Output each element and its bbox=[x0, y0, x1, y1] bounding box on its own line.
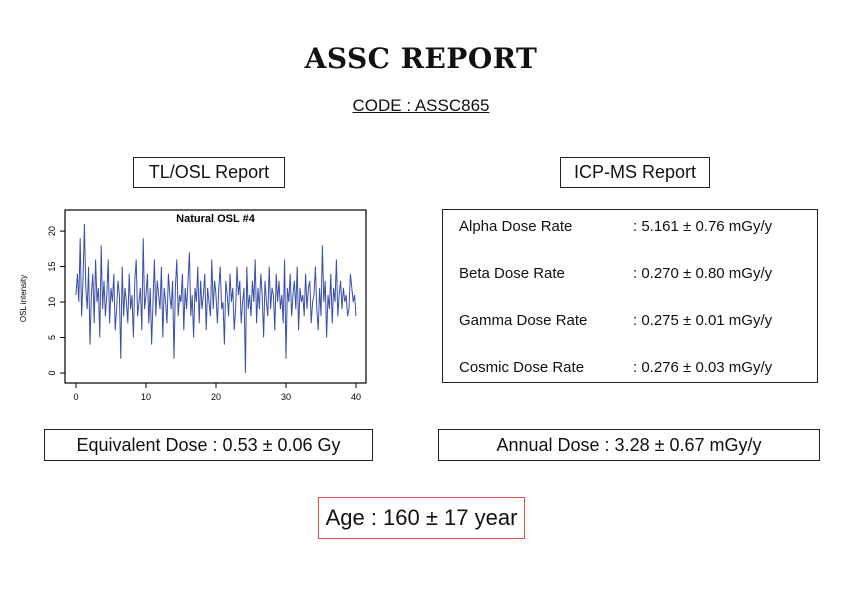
x-tick-label: 0 bbox=[73, 392, 78, 402]
y-tick-label: 10 bbox=[47, 297, 57, 307]
x-tick-label: 10 bbox=[141, 392, 151, 402]
dose-rate-label: Beta Dose Rate bbox=[459, 265, 565, 282]
x-tick-label: 20 bbox=[211, 392, 221, 402]
icp-ms-header: ICP-MS Report bbox=[560, 157, 710, 188]
icp-ms-panel: Alpha Dose Rate : 5.161 ± 0.76 mGy/y Bet… bbox=[442, 209, 818, 383]
report-code: CODE : ASSC865 bbox=[352, 96, 490, 115]
plot-frame bbox=[64, 209, 367, 384]
dose-rate-value: : 0.270 ± 0.80 mGy/y bbox=[633, 265, 773, 282]
dose-rate-value: : 0.275 ± 0.01 mGy/y bbox=[633, 312, 773, 329]
dose-rate-label: Alpha Dose Rate bbox=[459, 218, 573, 235]
annual-dose-box: Annual Dose : 3.28 ± 0.67 mGy/y bbox=[438, 429, 820, 461]
tl-osl-header-label: TL/OSL Report bbox=[148, 162, 270, 182]
chart-title: Natural OSL #4 bbox=[176, 213, 256, 225]
age-text: Age : 160 ± 17 year bbox=[325, 505, 518, 530]
cosmic-dose-row: Cosmic Dose Rate : 0.276 ± 0.03 mGy/y bbox=[443, 359, 817, 379]
y-tick-label: 20 bbox=[47, 226, 57, 236]
y-tick-label: 15 bbox=[47, 262, 57, 272]
icp-ms-header-label: ICP-MS Report bbox=[573, 162, 697, 182]
y-axis-label: OSL intensity bbox=[19, 275, 28, 322]
equivalent-dose-text: Equivalent Dose : 0.53 ± 0.06 Gy bbox=[76, 434, 341, 455]
report-title: ASSC REPORT bbox=[304, 42, 538, 75]
x-tick-label: 40 bbox=[351, 392, 361, 402]
y-tick-label: 5 bbox=[47, 335, 57, 340]
age-box: Age : 160 ± 17 year bbox=[318, 497, 525, 539]
dose-rate-label: Gamma Dose Rate bbox=[459, 312, 588, 329]
x-tick-label: 30 bbox=[281, 392, 291, 402]
osl-series-line bbox=[75, 223, 357, 374]
equivalent-dose-box: Equivalent Dose : 0.53 ± 0.06 Gy bbox=[44, 429, 373, 461]
annual-dose-text: Annual Dose : 3.28 ± 0.67 mGy/y bbox=[496, 434, 762, 455]
y-tick-label: 0 bbox=[47, 370, 57, 375]
osl-chart: Natural OSL #4 0 10 20 30 40 0 5 10 15 20 OSL inten… bbox=[19, 209, 367, 402]
tl-osl-header: TL/OSL Report bbox=[133, 157, 285, 188]
alpha-dose-row: Alpha Dose Rate : 5.161 ± 0.76 mGy/y bbox=[443, 218, 817, 238]
beta-dose-row: Beta Dose Rate : 0.270 ± 0.80 mGy/y bbox=[443, 265, 817, 285]
dose-rate-value: : 0.276 ± 0.03 mGy/y bbox=[633, 359, 773, 376]
gamma-dose-row: Gamma Dose Rate : 0.275 ± 0.01 mGy/y bbox=[443, 312, 817, 332]
dose-rate-label: Cosmic Dose Rate bbox=[459, 359, 585, 376]
dose-rate-value: : 5.161 ± 0.76 mGy/y bbox=[633, 218, 773, 235]
